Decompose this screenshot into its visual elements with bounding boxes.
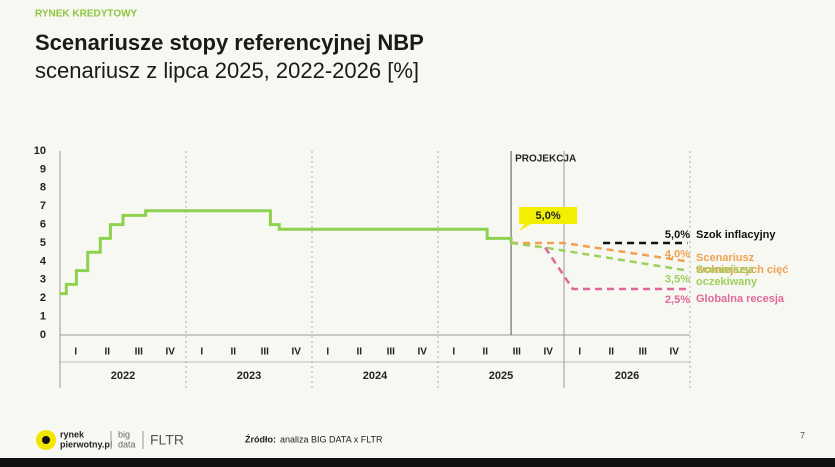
legend-entry: Scenariusz oczekiwany [696, 263, 758, 288]
legend-entry: Szok inflacyjny [696, 229, 776, 241]
quarter-label: III [135, 347, 144, 358]
chart-subtitle: scenariusz z lipca 2025, 2022-2026 [%] [35, 58, 419, 83]
bottom-bar [0, 458, 835, 467]
chart-title: Scenariusze stopy referencyjnej NBP [35, 30, 424, 55]
year-label: 2023 [237, 370, 261, 382]
logo-icon-core [42, 436, 50, 444]
year-label: 2026 [615, 370, 639, 382]
y-tick-label: 4 [40, 255, 47, 267]
quarter-label: II [608, 347, 614, 358]
source: analiza BIG DATA x FLTR [280, 434, 383, 444]
callout-box [519, 207, 578, 224]
quarter-label: II [230, 347, 236, 358]
quarter-label: III [261, 347, 270, 358]
logo-text: rynek [60, 429, 85, 439]
y-tick-label: 5 [40, 237, 46, 249]
logo-text: pierwotny.pl [60, 439, 112, 449]
quarter-label: II [482, 347, 488, 358]
legend-entry: Scenariusz wolniejszych cięć [696, 252, 789, 277]
brand-text: big [118, 429, 130, 439]
y-tick-label: 2 [40, 292, 46, 304]
quarter-label: I [578, 347, 581, 358]
y-tick-label: 1 [40, 311, 46, 323]
series-line [511, 241, 688, 263]
quarter-label: I [200, 347, 203, 358]
y-tick-label: 0 [40, 329, 46, 341]
y-tick-label: 6 [40, 219, 46, 231]
value-label: 3,5% [665, 274, 690, 286]
quarter-label: II [104, 347, 110, 358]
projection-label: PROJEKCJA [515, 154, 576, 165]
quarter-label: IV [418, 347, 428, 358]
page-number: 7 [800, 430, 805, 440]
value-label: 2,5% [665, 294, 690, 306]
series-line [60, 209, 513, 296]
year-label: 2022 [111, 370, 135, 382]
source-label: Źródło: [245, 434, 276, 444]
y-tick-label: 7 [40, 200, 46, 212]
quarter-label: I [74, 347, 77, 358]
y-tick-label: 9 [40, 163, 46, 175]
brand-text: FLTR [150, 432, 184, 448]
value-label: 4,0% [665, 248, 690, 260]
brand-text: data [118, 439, 136, 449]
y-tick-label: 10 [34, 145, 46, 157]
quarter-label: III [513, 347, 522, 358]
value-label: 5,0% [536, 210, 561, 222]
quarter-label: I [452, 347, 455, 358]
section-label: RYNEK KREDYTOWY [35, 9, 138, 20]
y-tick-label: 8 [40, 182, 46, 194]
year-label: 2025 [489, 370, 513, 382]
quarter-label: III [387, 347, 396, 358]
callout-pointer [519, 223, 534, 231]
quarter-label: IV [670, 347, 680, 358]
quarter-label: III [639, 347, 648, 358]
quarter-label: IV [292, 347, 302, 358]
quarter-label: I [326, 347, 329, 358]
series-line [544, 246, 688, 291]
value-label: 5,0% [665, 229, 690, 241]
quarter-label: II [356, 347, 362, 358]
year-label: 2024 [363, 370, 388, 382]
quarter-label: IV [166, 347, 176, 358]
quarter-label: IV [544, 347, 554, 358]
y-tick-label: 3 [40, 274, 46, 286]
legend-entry: Globalna recesja [696, 293, 785, 305]
